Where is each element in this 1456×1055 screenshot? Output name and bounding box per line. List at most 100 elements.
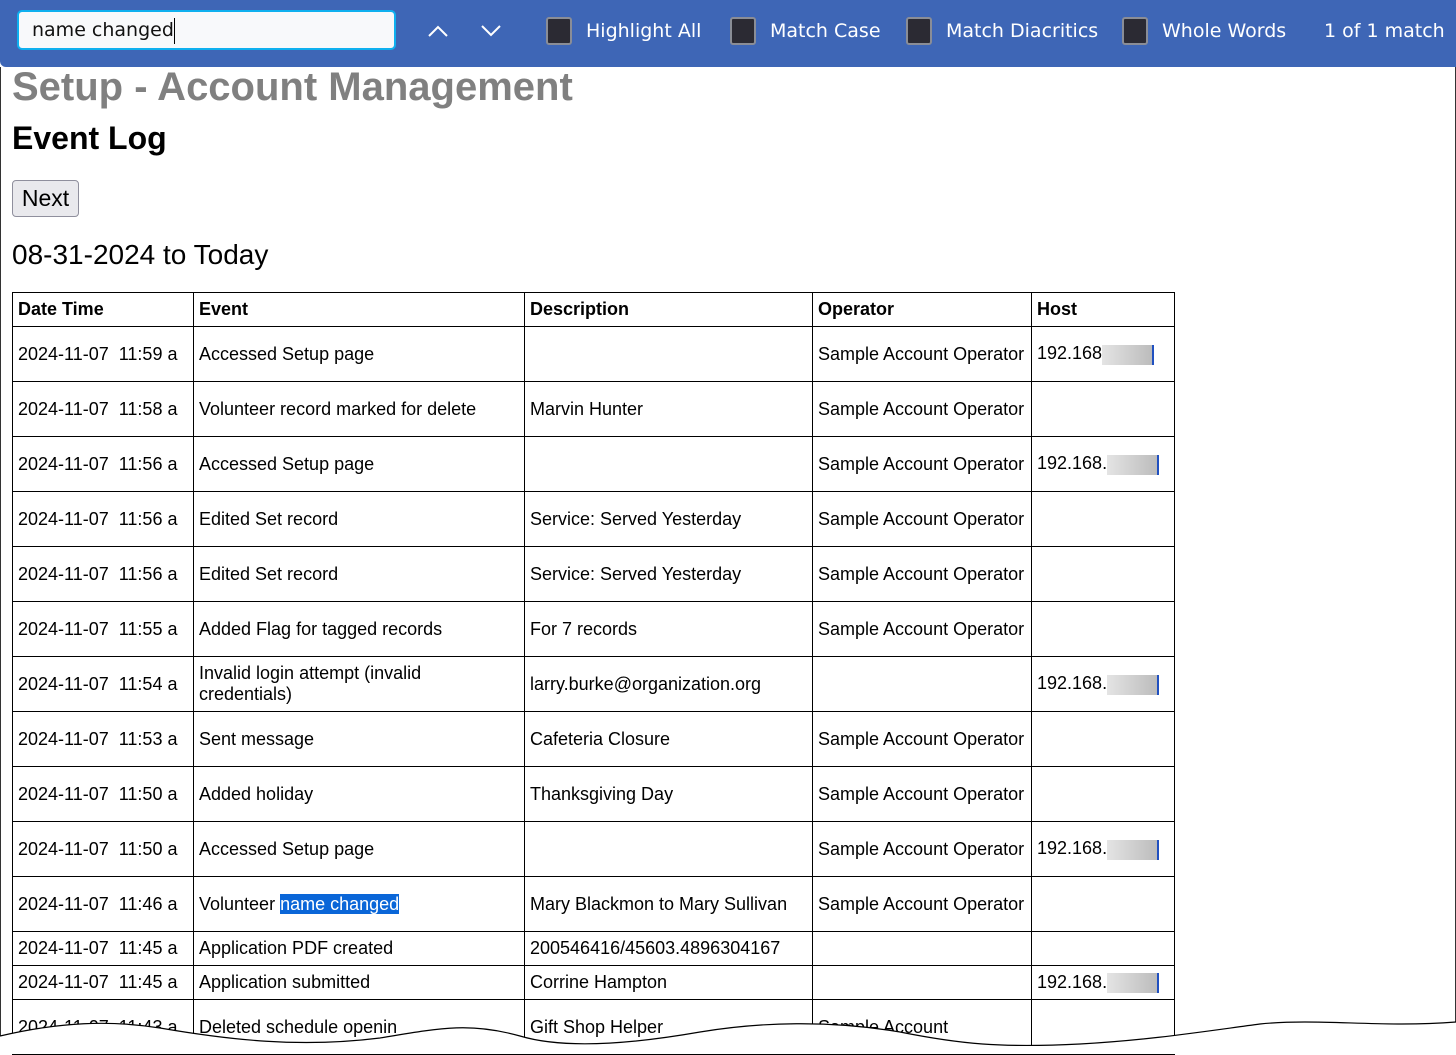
cell-text: 2024-11-07 11:54 a — [18, 673, 178, 694]
find-input[interactable]: name changed — [17, 10, 396, 50]
event-text: Volunteer — [199, 893, 281, 914]
date-time-cell: 2024-11-07 11:45 a — [12, 965, 194, 1000]
event-cell: Invalid login attempt (invalid credentia… — [193, 656, 525, 712]
description-cell: Service: Served Yesterday — [524, 491, 813, 547]
description-cell: Thanksgiving Day — [524, 766, 813, 822]
cell-text: Volunteer record marked for delete — [199, 398, 477, 419]
cell-text: Added holiday — [199, 783, 314, 804]
table-row: 2024-11-07 11:58 a Volunteer record marke… — [12, 381, 1175, 437]
match-case-checkbox[interactable]: Match Case — [730, 14, 881, 48]
cell-text: For 7 records — [530, 618, 638, 639]
find-highlight: name changed — [280, 893, 400, 914]
cell-text: 2024-11-07 11:58 a — [18, 398, 178, 419]
date-time-cell: 2024-11-07 11:50 a — [12, 821, 194, 877]
event-cell: Volunteer record marked for delete — [193, 381, 525, 437]
page-title: Setup - Account Management — [12, 65, 573, 109]
date-time-cell: 2024-11-07 11:56 a — [12, 546, 194, 602]
cell-text: Deleted schedule openin — [199, 1016, 398, 1037]
event-cell: Edited Set record — [193, 546, 525, 602]
date-time-cell: 2024-11-07 11:53 a — [12, 711, 194, 767]
cell-text: 2024-11-07 11:53 a — [18, 728, 178, 749]
operator-cell: Sample Account Operator — [812, 711, 1032, 767]
chevron-up-icon — [428, 25, 448, 37]
description-cell: Corrine Hampton — [524, 965, 813, 1000]
cell-text: 192.168. — [1037, 838, 1108, 859]
date-time-cell: 2024-11-07 11:50 a — [12, 766, 194, 822]
cell-text: Sample Account Operator — [818, 783, 1025, 804]
cell-text: Sample Account Operator — [818, 728, 1025, 749]
operator-cell: Sample Account Operator — [812, 876, 1032, 932]
whole-words-checkbox[interactable]: Whole Words — [1122, 14, 1286, 48]
cell-text: Application PDF created — [199, 938, 394, 958]
column-header: Event — [193, 292, 525, 327]
description-cell: For 7 records — [524, 601, 813, 657]
column-header: Host — [1031, 292, 1175, 327]
highlight-all-checkbox[interactable]: Highlight All — [546, 14, 701, 48]
host-cell — [1031, 381, 1175, 437]
torn-edge — [0, 1021, 1456, 1054]
cell-text: Sample Account Operator — [818, 398, 1025, 419]
description-cell — [524, 326, 813, 382]
column-header: Operator — [812, 292, 1032, 327]
find-previous-button[interactable] — [423, 16, 453, 46]
cell-text: 2024-11-07 11:59 a — [18, 343, 178, 364]
description-cell — [524, 821, 813, 877]
description-cell: Service: Served Yesterday — [524, 546, 813, 602]
cell-text: 2024-11-07 11:46 a — [18, 893, 178, 914]
date-time-cell: 2024-11-07 11:56 a — [12, 491, 194, 547]
host-cell: 192.168. — [1031, 656, 1175, 712]
cell-text: Edited Set record — [199, 508, 339, 529]
table-header-row: Date Time Event Description Operator Host — [12, 292, 1175, 327]
cell-text: 2024-11-07 11:50 a — [18, 783, 178, 804]
page-content: Setup - Account Management Event Log Nex… — [0, 65, 1456, 1055]
event-cell: Application PDF created — [193, 931, 525, 966]
cell-text: 2024-11-07 11:56 a — [18, 563, 178, 584]
event-log-table: Date Time Event Description Operator Host 20… — [12, 292, 1175, 1055]
next-button[interactable]: Next — [12, 180, 79, 217]
operator-cell: Sample Account Operator — [812, 326, 1032, 382]
table-row: 2024-11-07 11:45 a Application PDF create… — [12, 931, 1175, 966]
date-time-cell: 2024-11-07 11:55 a — [12, 601, 194, 657]
table-row: 2024-11-07 11:56 a Edited Set record Servi… — [12, 546, 1175, 602]
cell-text: Accessed Setup page — [199, 343, 375, 364]
find-next-button[interactable] — [476, 16, 506, 46]
description-cell: larry.burke@organization.org — [524, 656, 813, 712]
cell-text: 2024-11-07 11:56 a — [18, 453, 178, 474]
column-header: Description — [524, 292, 813, 327]
table-row: 2024-11-07 11:45 a Application submitted C… — [12, 965, 1175, 1000]
redacted-ip — [1107, 839, 1160, 860]
cell-text: Thanksgiving Day — [530, 783, 674, 804]
event-cell: Sent message — [193, 711, 525, 767]
operator-cell — [812, 656, 1032, 712]
description-cell — [524, 436, 813, 492]
match-status: 1 of 1 match — [1324, 20, 1445, 42]
cell-text: Service: Served Yesterday — [530, 563, 742, 584]
cell-text: Corrine Hampton — [530, 972, 668, 992]
checkbox-icon — [906, 17, 932, 45]
operator-cell: Sample Account Operator — [812, 381, 1032, 437]
cell-text: Sample Account Operator — [818, 453, 1025, 474]
cell-text: Edited Set record — [199, 563, 339, 584]
event-cell: Edited Set record — [193, 491, 525, 547]
checkbox-icon — [1122, 17, 1148, 45]
cell-text: Accessed Setup page — [199, 838, 375, 859]
cell-text: 2024-11-07 11:56 a — [18, 508, 178, 529]
chevron-down-icon — [481, 25, 501, 37]
redacted-ip — [1107, 674, 1160, 695]
operator-cell: Sample Account Operator — [812, 601, 1032, 657]
checkbox-icon — [730, 17, 756, 45]
operator-cell: Sample Account Operator — [812, 821, 1032, 877]
operator-cell — [812, 931, 1032, 966]
cell-text: Sample Account Operator — [818, 563, 1025, 584]
date-time-cell: 2024-11-07 11:58 a — [12, 381, 194, 437]
table-row: 2024-11-07 11:56 a Edited Set record Servi… — [12, 491, 1175, 547]
description-cell: Mary Blackmon to Mary Sullivan — [524, 876, 813, 932]
operator-cell: Sample Account Operator — [812, 766, 1032, 822]
date-time-cell: 2024-11-07 11:46 a — [12, 876, 194, 932]
cell-text: Mary Blackmon to Mary Sullivan — [530, 893, 788, 914]
redacted-ip — [1107, 973, 1160, 994]
table-row: 2024-11-07 11:46 a Volunteer name changed… — [12, 876, 1175, 932]
event-cell: Accessed Setup page — [193, 821, 525, 877]
cell-text: Added Flag for tagged records — [199, 618, 443, 639]
match-diacritics-checkbox[interactable]: Match Diacritics — [906, 14, 1098, 48]
